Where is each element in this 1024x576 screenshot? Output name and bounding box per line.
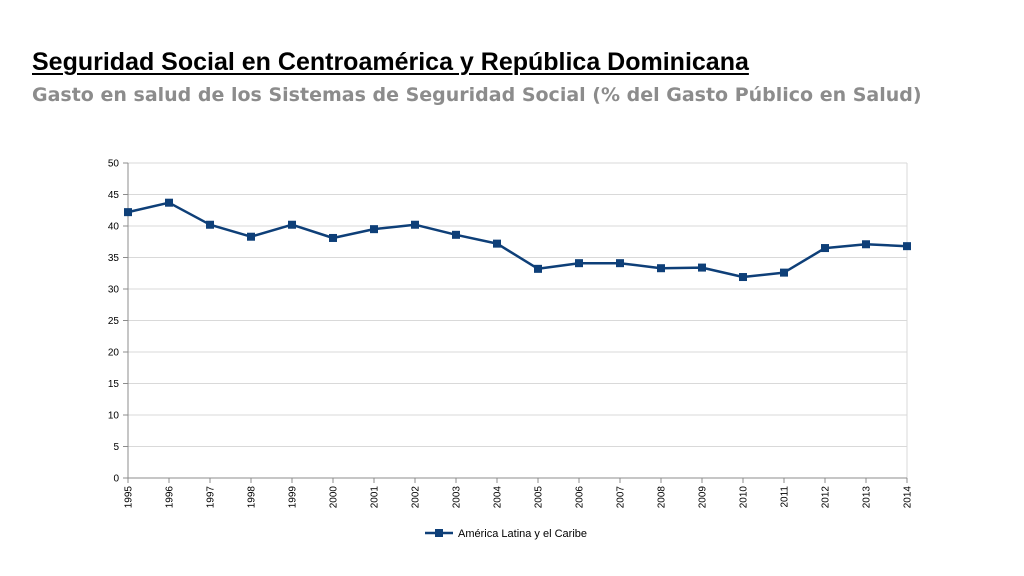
x-tick-label: 2009 <box>698 486 709 509</box>
grid-lines <box>128 162 908 478</box>
y-tick-labels: 0 5 10 15 20 25 30 35 40 45 50 <box>108 159 120 485</box>
data-point <box>493 239 501 248</box>
x-tick-label: 2005 <box>534 486 545 509</box>
x-tick-label: 2007 <box>616 486 627 509</box>
data-point <box>329 233 337 242</box>
x-tick-label: 1997 <box>206 486 217 509</box>
data-point <box>206 220 214 229</box>
y-tick-label: 35 <box>108 253 120 264</box>
data-point <box>124 208 132 217</box>
data-point <box>821 244 829 253</box>
data-point <box>370 225 378 234</box>
legend-marker <box>435 529 443 537</box>
data-point <box>452 230 460 239</box>
legend-label: América Latina y el Caribe <box>458 528 587 540</box>
y-tick-label: 30 <box>108 285 120 296</box>
data-point <box>575 259 583 268</box>
legend: América Latina y el Caribe <box>425 528 587 540</box>
data-point <box>862 240 870 249</box>
y-tick-label: 5 <box>113 442 119 453</box>
y-tick-label: 10 <box>108 411 120 422</box>
x-tick-label: 1999 <box>288 486 299 509</box>
x-tick-label: 2011 <box>780 486 791 508</box>
axes <box>123 162 908 483</box>
data-point <box>247 232 255 241</box>
x-tick-label: 2012 <box>821 486 832 509</box>
x-tick-label: 1996 <box>165 486 176 509</box>
x-tick-label: 2010 <box>739 486 750 509</box>
chart-title: Seguridad Social en Centroamérica y Repú… <box>32 48 749 76</box>
y-tick-label: 50 <box>108 159 120 170</box>
data-point <box>780 268 788 277</box>
chart-subtitle: Gasto en salud de los Sistemas de Seguri… <box>32 84 922 106</box>
x-tick-label: 2013 <box>862 486 873 509</box>
x-tick-label: 2001 <box>370 486 381 509</box>
x-tick-labels: 1995 1996 1997 1998 1999 2000 2001 2002 2003 2004… <box>124 486 914 509</box>
x-tick-label: 2003 <box>452 486 463 509</box>
y-tick-label: 40 <box>108 222 120 233</box>
x-tick-label: 1995 <box>124 486 135 509</box>
series <box>124 198 911 282</box>
x-tick-label: 2008 <box>657 486 668 509</box>
x-tick-label: 2006 <box>575 486 586 509</box>
y-tick-label: 15 <box>108 379 120 390</box>
data-point <box>698 263 706 272</box>
x-tick-label: 2014 <box>903 486 914 509</box>
x-tick-label: 2004 <box>493 486 504 509</box>
data-point <box>616 259 624 268</box>
y-tick-label: 0 <box>113 474 119 485</box>
x-tick-label: 1998 <box>247 486 258 509</box>
y-tick-label: 25 <box>108 316 120 327</box>
data-point <box>288 220 296 229</box>
data-point <box>739 273 747 282</box>
series-line <box>127 201 908 279</box>
data-point <box>165 198 173 207</box>
x-tick-label: 2002 <box>411 486 422 509</box>
data-point <box>903 242 911 251</box>
data-point <box>657 264 665 273</box>
x-tick-label: 2000 <box>329 486 340 509</box>
y-tick-label: 45 <box>108 190 120 201</box>
data-point <box>534 264 542 273</box>
data-point <box>411 220 419 229</box>
y-tick-label: 20 <box>108 348 120 359</box>
